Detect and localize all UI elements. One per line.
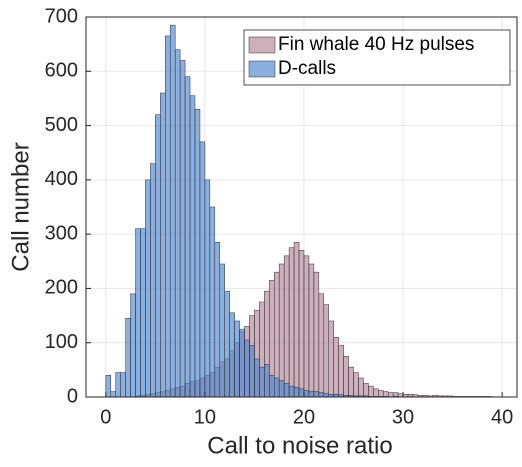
plot-frame [85, 16, 518, 398]
bar [214, 242, 221, 398]
bar [125, 318, 131, 398]
bar [120, 372, 126, 398]
bar [169, 24, 176, 398]
bar [283, 383, 290, 398]
y-tick-label: 600 [45, 60, 78, 82]
ticks: 0 100 200 300 400 500 600 700 0 10 20 30 40 [45, 5, 514, 428]
bar [368, 385, 374, 398]
x-tick-label: 30 [392, 406, 414, 428]
bar [165, 35, 171, 398]
y-axis-label: Call number [7, 142, 34, 271]
bar [358, 377, 364, 398]
bar [303, 390, 310, 398]
bar [387, 392, 394, 398]
bar [348, 366, 354, 398]
bar [293, 242, 300, 398]
bar [288, 385, 295, 398]
bar [318, 293, 325, 398]
bar [264, 364, 270, 398]
bar [323, 304, 329, 398]
y-tick-label: 300 [45, 222, 78, 244]
x-tick-label: 10 [194, 406, 216, 428]
bar [184, 76, 191, 398]
bar [318, 392, 325, 398]
x-tick-label: 0 [100, 406, 111, 428]
legend-swatch [248, 60, 276, 78]
bar [378, 390, 384, 398]
bar [298, 250, 305, 398]
bar [353, 372, 359, 398]
bar [283, 255, 290, 398]
bar [313, 391, 320, 398]
legend-label: D-calls [278, 58, 336, 79]
bar [244, 339, 250, 398]
x-tick-label: 40 [491, 406, 513, 428]
bar [313, 271, 320, 398]
bar [130, 293, 136, 398]
bar [274, 377, 280, 398]
bar [278, 380, 285, 398]
bar [363, 383, 369, 398]
bar [145, 179, 151, 398]
y-tick-label: 0 [67, 385, 78, 407]
y-tick-label: 200 [45, 277, 78, 299]
y-tick-label: 100 [45, 331, 78, 353]
bar [224, 290, 230, 398]
y-tick-label: 500 [45, 114, 78, 136]
x-axis-label: Call to noise ratio [207, 432, 392, 459]
bar [269, 375, 275, 398]
x-tick-label: 20 [293, 406, 315, 428]
legend-swatch [248, 36, 276, 54]
bar [219, 263, 225, 398]
bar [204, 179, 211, 398]
bar [293, 386, 300, 398]
bar [259, 366, 265, 398]
legend: Fin whale 40 Hz pulses D-calls [243, 29, 511, 86]
bar [115, 372, 121, 398]
bar [105, 375, 112, 398]
legend-box [243, 29, 511, 86]
bar [229, 312, 235, 398]
bar [298, 388, 305, 398]
bar [234, 320, 240, 398]
bar [179, 60, 186, 398]
bar [343, 356, 349, 398]
bar [189, 95, 196, 398]
y-tick-label: 700 [45, 5, 78, 27]
bar [150, 163, 156, 398]
bar [303, 255, 310, 398]
bar [308, 263, 315, 398]
bar [338, 345, 344, 398]
legend-label: Fin whale 40 Hz pulses [278, 34, 474, 55]
bar [110, 391, 116, 398]
bar [194, 109, 201, 398]
bar [278, 263, 285, 398]
bar [333, 337, 339, 398]
bar [209, 206, 216, 398]
bar [328, 320, 334, 398]
bar [135, 228, 141, 398]
bar [199, 141, 206, 398]
bar [155, 114, 161, 398]
bar [308, 391, 315, 398]
bar [140, 228, 146, 398]
bar [382, 391, 389, 398]
y-tick-label: 400 [45, 168, 78, 190]
bar [288, 247, 295, 398]
bar [249, 345, 255, 398]
bar [174, 49, 181, 398]
bar [239, 328, 245, 398]
bar [373, 388, 379, 398]
bar [254, 358, 260, 398]
bar [160, 92, 166, 398]
